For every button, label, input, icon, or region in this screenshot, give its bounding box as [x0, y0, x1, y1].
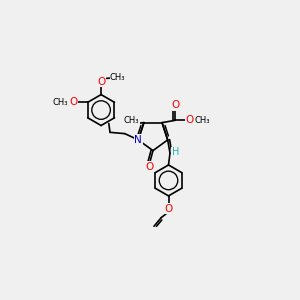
Text: O: O	[70, 97, 78, 107]
Text: O: O	[164, 204, 172, 214]
Text: N: N	[134, 135, 142, 145]
Text: O: O	[171, 100, 179, 110]
Text: CH₃: CH₃	[194, 116, 210, 125]
Text: CH₃: CH₃	[53, 98, 68, 107]
Text: CH₃: CH₃	[124, 116, 139, 124]
Text: O: O	[145, 161, 153, 172]
Text: H: H	[172, 148, 179, 158]
Text: CH₃: CH₃	[110, 74, 125, 82]
Text: O: O	[185, 115, 194, 125]
Text: O: O	[97, 76, 105, 86]
